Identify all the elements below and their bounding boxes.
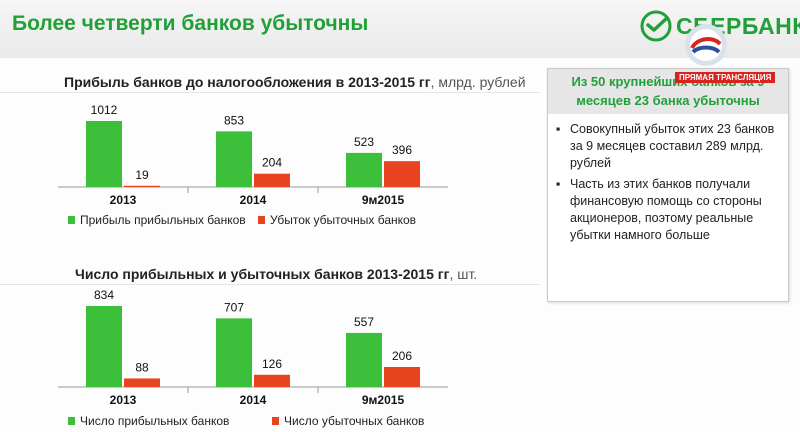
data-label: 557 xyxy=(354,315,374,329)
chart-2-title: Число прибыльных и убыточных банков 2013… xyxy=(75,266,477,282)
data-label: 206 xyxy=(392,349,412,363)
info-bullet-text: Часть из этих банков получали финансовую… xyxy=(570,177,762,242)
data-label: 1012 xyxy=(91,103,118,117)
info-heading-line2: месяцев 23 банка убыточны xyxy=(576,93,760,108)
chart-2-title-text: Число прибыльных и убыточных банков 2013… xyxy=(75,266,450,282)
bar-2013-red xyxy=(124,378,160,387)
chart-1-title: Прибыль банков до налогообложения в 2013… xyxy=(64,74,526,90)
category-label: 2014 xyxy=(240,193,267,207)
bar-2013-green xyxy=(86,306,122,387)
bar-2014-green xyxy=(216,318,252,387)
title-bar xyxy=(0,0,800,58)
legend-label: Убыток убыточных банков xyxy=(270,213,416,227)
legend-swatch xyxy=(68,216,75,224)
category-label: 9м2015 xyxy=(362,393,405,407)
info-bullet: ▪ Совокупный убыток этих 23 банков за 9 м… xyxy=(556,121,784,172)
sberbank-logo-icon xyxy=(640,10,672,42)
data-label: 126 xyxy=(262,357,282,371)
data-label: 396 xyxy=(392,143,412,157)
data-label: 19 xyxy=(135,168,149,182)
category-label: 2013 xyxy=(110,393,137,407)
category-label: 2014 xyxy=(240,393,267,407)
bar-9м2015-green xyxy=(346,332,382,387)
bullet-icon: ▪ xyxy=(556,177,561,191)
bullet-icon: ▪ xyxy=(556,122,561,136)
info-bullet-list: ▪ Совокупный убыток этих 23 банков за 9 м… xyxy=(556,121,784,248)
bar-9м2015-red xyxy=(384,161,420,187)
data-label: 204 xyxy=(262,156,282,170)
data-label: 834 xyxy=(94,288,114,302)
legend-label: Число прибыльных банков xyxy=(80,414,229,428)
bar-9м2015-green xyxy=(346,152,382,187)
info-bullet-text: Совокупный убыток этих 23 банков за 9 ме… xyxy=(570,122,775,170)
legend-label: Число убыточных банков xyxy=(284,414,424,428)
bar-2013-green xyxy=(86,121,122,187)
legend-swatch xyxy=(258,216,265,224)
bar-2013-red xyxy=(124,185,160,187)
legend-swatch xyxy=(272,417,279,425)
bank-count-chart: 834 88 2013 707 126 2014 557 206 9м2015 Число при… xyxy=(0,284,540,428)
bar-2014-red xyxy=(254,173,290,187)
category-label: 9м2015 xyxy=(362,193,405,207)
chart-1-title-text: Прибыль банков до налогообложения в 2013… xyxy=(64,74,431,90)
broadcast-channel-icon xyxy=(685,24,727,66)
bar-2014-red xyxy=(254,374,290,387)
bar-2014-green xyxy=(216,131,252,187)
profit-chart: 1012 19 2013 853 204 2014 523 396 9м2015 Прибыль … xyxy=(0,92,540,227)
chart-1-unit: , млрд. рублей xyxy=(430,74,526,90)
slide-title: Более четверти банков убыточны xyxy=(12,12,369,35)
bar-9м2015-red xyxy=(384,366,420,387)
data-label: 88 xyxy=(135,360,149,374)
legend-label: Прибыль прибыльных банков xyxy=(80,213,246,227)
category-label: 2013 xyxy=(110,193,137,207)
info-bullet: ▪ Часть из этих банков получали финансову… xyxy=(556,176,784,244)
data-label: 707 xyxy=(224,300,244,314)
info-box: Из 50 крупнейших банков за 9 месяцев 23 … xyxy=(547,68,789,302)
legend-swatch xyxy=(68,417,75,425)
data-label: 523 xyxy=(354,135,374,149)
live-broadcast-badge: ПРЯМАЯ ТРАНСЛЯЦИЯ xyxy=(675,72,776,83)
chart-2-unit: , шт. xyxy=(449,266,478,282)
data-label: 853 xyxy=(224,113,244,127)
